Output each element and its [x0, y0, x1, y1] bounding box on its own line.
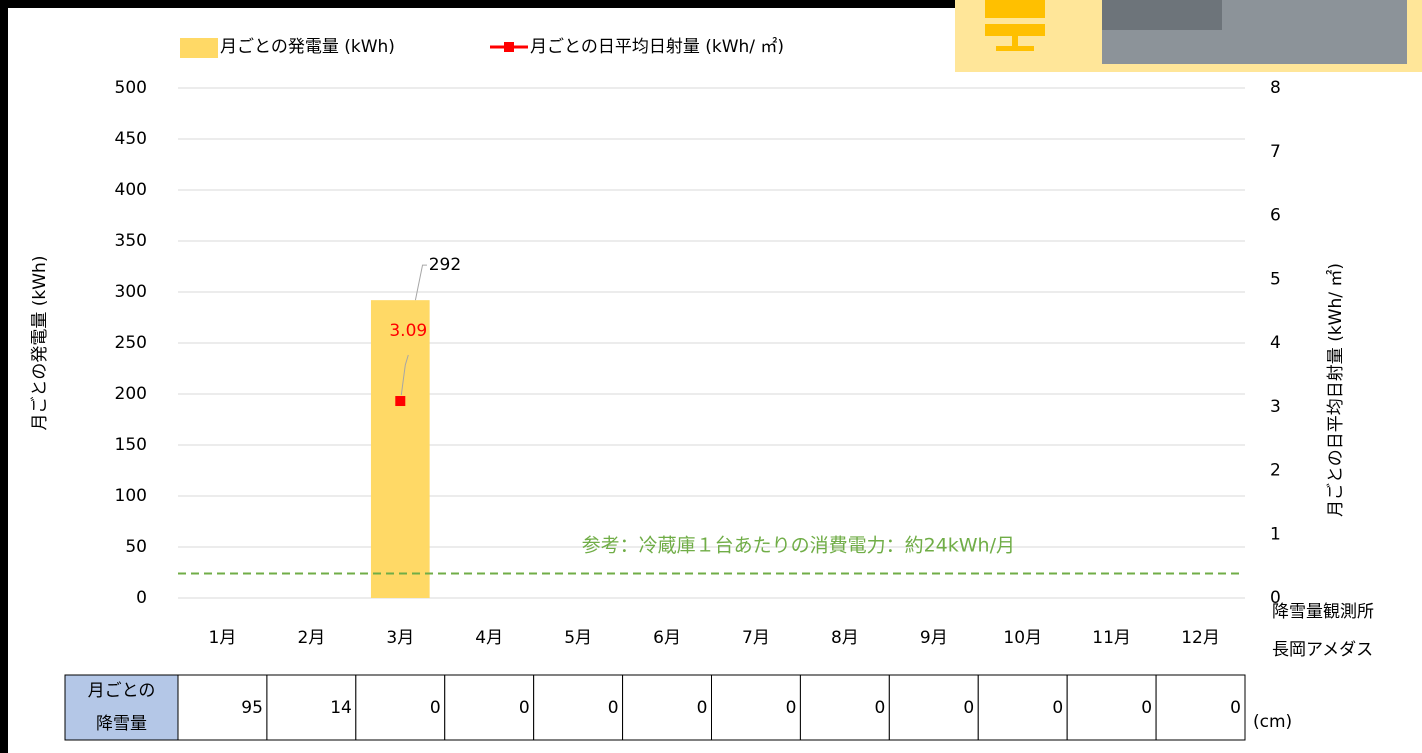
y-tick-label: 0	[136, 588, 147, 608]
legend-label: 月ごとの日平均日射量 (kWh/ ㎡)	[530, 37, 784, 57]
header-image	[955, 0, 1422, 72]
y-tick-label: 450	[115, 129, 147, 149]
y2-tick-label: 7	[1270, 142, 1281, 162]
x-tick-label: 8月	[831, 628, 859, 648]
table-value: 14	[330, 698, 352, 718]
table-value: 0	[1230, 698, 1241, 718]
table-header: 月ごとの	[88, 681, 156, 701]
station-label: 降雪量観測所	[1272, 602, 1374, 622]
table-value: 0	[786, 698, 797, 718]
y-tick-label: 150	[115, 435, 147, 455]
value-label: 3.09	[389, 321, 427, 341]
x-tick-label: 4月	[475, 628, 503, 648]
y-tick-label: 50	[125, 537, 147, 557]
y-axis-title: 月ごとの発電量 (kWh)	[30, 256, 50, 431]
x-tick-label: 7月	[742, 628, 770, 648]
legend-swatch	[504, 42, 514, 52]
chart: 月ごとの発電量 (kWh) 月ごとの日平均日射量 (kWh/ ㎡) 降雪量観測所…	[0, 0, 1422, 753]
y-tick-label: 250	[115, 333, 147, 353]
x-tick-label: 12月	[1181, 628, 1220, 648]
y2-tick-label: 1	[1270, 524, 1281, 544]
x-tick-label: 6月	[653, 628, 681, 648]
y2-tick-label: 6	[1270, 206, 1281, 226]
y2-axis-title: 月ごとの日平均日射量 (kWh/ ㎡)	[1326, 263, 1346, 517]
y-tick-label: 300	[115, 282, 147, 302]
table-value: 0	[697, 698, 708, 718]
table-value: 95	[241, 698, 263, 718]
x-tick-label: 9月	[920, 628, 948, 648]
x-tick-label: 5月	[564, 628, 592, 648]
y2-tick-label: 3	[1270, 397, 1281, 417]
legend-label: 月ごとの発電量 (kWh)	[220, 37, 395, 57]
x-tick-label: 11月	[1092, 628, 1131, 648]
table-value: 0	[1141, 698, 1152, 718]
bar	[371, 300, 430, 598]
table-value: 0	[875, 698, 886, 718]
table-value: 0	[519, 698, 530, 718]
unit-label: (cm)	[1253, 712, 1292, 732]
y2-tick-label: 8	[1270, 78, 1281, 98]
y-tick-label: 350	[115, 231, 147, 251]
y2-tick-label: 4	[1270, 333, 1281, 353]
y2-tick-label: 0	[1270, 588, 1281, 608]
legend-swatch	[180, 38, 218, 58]
y-tick-label: 200	[115, 384, 147, 404]
reference-label: 参考：冷蔵庫１台あたりの消費電力：約24kWh/月	[582, 535, 1015, 557]
y-tick-label: 100	[115, 486, 147, 506]
table-header: 降雪量	[96, 714, 147, 734]
y-tick-label: 500	[115, 78, 147, 98]
x-tick-label: 3月	[386, 628, 414, 648]
y2-tick-label: 5	[1270, 269, 1281, 289]
table-value: 0	[430, 698, 441, 718]
line-marker	[395, 396, 405, 406]
station-label: 長岡アメダス	[1272, 640, 1373, 660]
table-value: 0	[1052, 698, 1063, 718]
table-value: 0	[963, 698, 974, 718]
value-label: 292	[429, 255, 461, 275]
y-tick-label: 400	[115, 180, 147, 200]
table-value: 0	[608, 698, 619, 718]
x-tick-label: 1月	[209, 628, 237, 648]
x-tick-label: 2月	[297, 628, 325, 648]
x-tick-label: 10月	[1003, 628, 1042, 648]
y2-tick-label: 2	[1270, 461, 1281, 481]
